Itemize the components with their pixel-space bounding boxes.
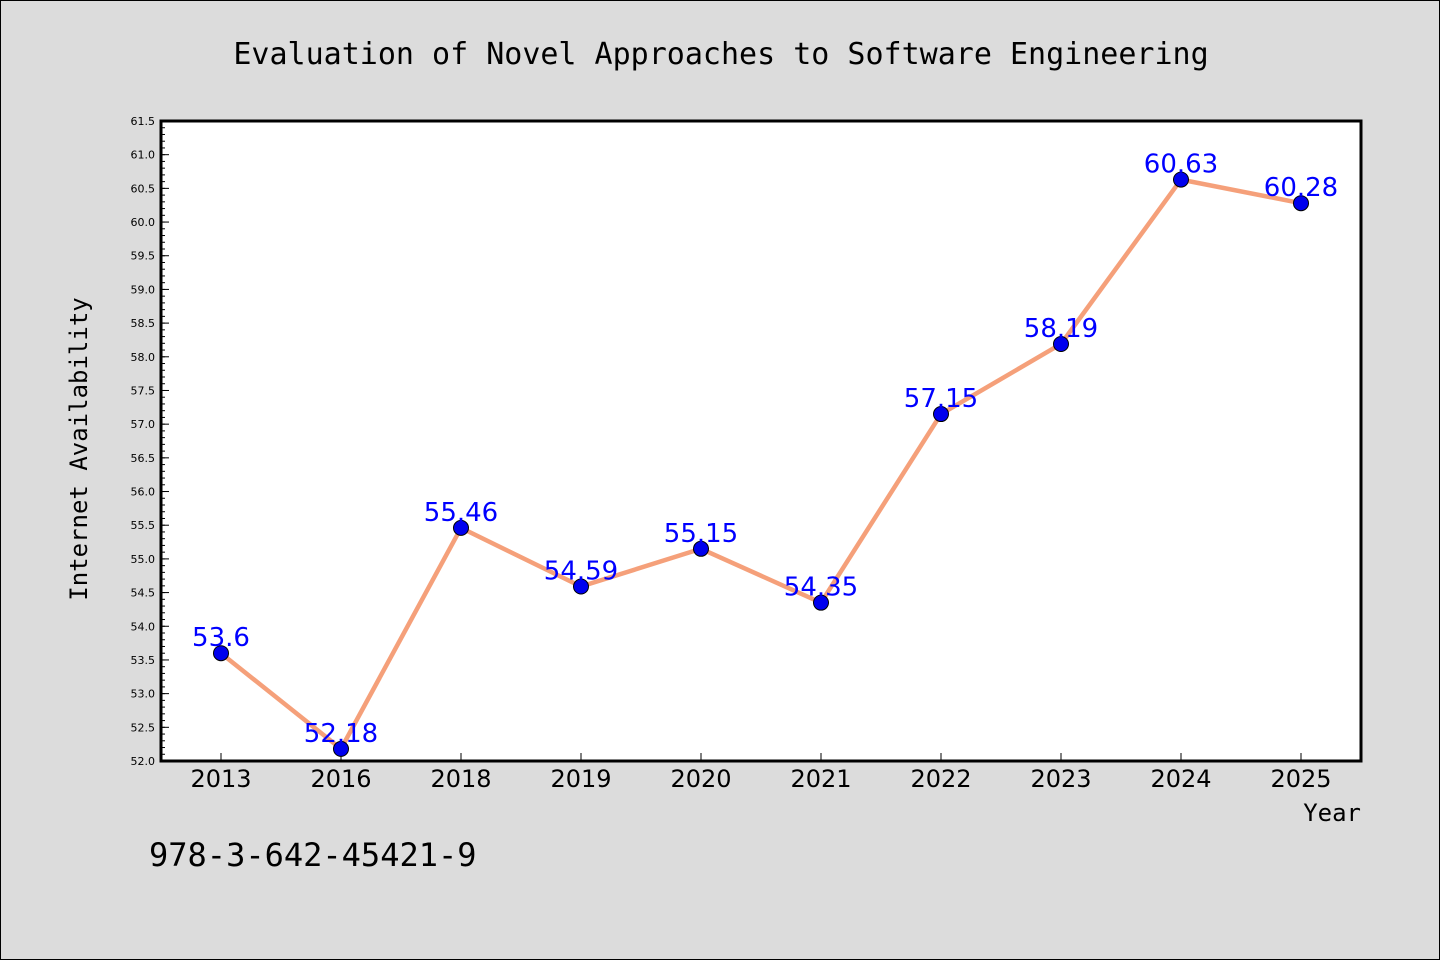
data-label: 55.15 bbox=[664, 519, 738, 549]
y-tick-label: 55.5 bbox=[131, 519, 156, 532]
x-axis: 2013 2016 2018 2019 2020 2021 2022 2023 2024 2025 bbox=[190, 753, 1332, 793]
y-tick-label: 57.5 bbox=[131, 384, 156, 397]
data-point-marker bbox=[213, 645, 229, 662]
y-tick-label: 53.0 bbox=[131, 688, 156, 701]
data-labels-group: 53.6 52.18 55.46 54.59 55.15 54.35 57.15 58.19 6… bbox=[192, 150, 1338, 749]
y-tick-label: 56.0 bbox=[131, 486, 156, 499]
data-point-marker bbox=[813, 594, 829, 611]
data-label: 55.46 bbox=[424, 498, 498, 528]
chart-title: Evaluation of Novel Approaches to Softwa… bbox=[233, 37, 1208, 72]
data-point-marker bbox=[933, 406, 949, 423]
data-point-marker bbox=[333, 740, 349, 757]
data-point-marker bbox=[573, 578, 589, 595]
data-label: 54.35 bbox=[784, 573, 858, 603]
data-point-marker bbox=[693, 540, 709, 557]
footer-code: 978-3-642-45421-9 bbox=[149, 836, 477, 874]
y-tick-label: 52.5 bbox=[131, 721, 156, 734]
y-tick-label: 54.5 bbox=[131, 587, 156, 600]
y-tick-label: 61.0 bbox=[131, 149, 156, 162]
data-label: 54.59 bbox=[544, 557, 618, 587]
data-point-marker bbox=[1293, 195, 1309, 212]
y-tick-label: 54.0 bbox=[131, 620, 156, 633]
x-tick-label: 2018 bbox=[430, 765, 491, 793]
data-label: 60.28 bbox=[1264, 173, 1338, 203]
x-tick-label: 2022 bbox=[910, 765, 971, 793]
y-tick-label: 60.0 bbox=[131, 216, 156, 229]
y-tick-label: 57.0 bbox=[131, 418, 156, 431]
data-label: 60.63 bbox=[1144, 150, 1218, 180]
y-axis: 52.0 52.5 53.0 53.5 54.0 54.5 55.0 55.5 56.0 56.5… bbox=[131, 115, 169, 768]
y-tick-label: 52.0 bbox=[131, 755, 156, 768]
x-tick-label: 2020 bbox=[670, 765, 731, 793]
x-tick-label: 2019 bbox=[550, 765, 611, 793]
x-tick-label: 2025 bbox=[1270, 765, 1331, 793]
x-tick-label: 2016 bbox=[310, 765, 371, 793]
data-label: 58.19 bbox=[1024, 314, 1098, 344]
series-line bbox=[218, 177, 1304, 752]
x-tick-label: 2023 bbox=[1030, 765, 1091, 793]
data-label: 57.15 bbox=[904, 384, 978, 414]
y-tick-label: 59.5 bbox=[131, 250, 156, 263]
markers-group bbox=[213, 171, 1309, 757]
y-axis-title: Internet Availability bbox=[65, 297, 93, 600]
y-tick-label: 61.5 bbox=[131, 115, 156, 128]
plot-frame bbox=[159, 119, 1363, 763]
x-tick-label: 2013 bbox=[190, 765, 251, 793]
x-axis-title: Year bbox=[1303, 799, 1361, 827]
data-label: 53.6 bbox=[192, 623, 250, 653]
series-line-group bbox=[218, 177, 1304, 752]
y-tick-label: 58.0 bbox=[131, 351, 156, 364]
y-tick-label: 58.5 bbox=[131, 317, 156, 330]
y-tick-label: 55.0 bbox=[131, 553, 156, 566]
x-tick-label: 2024 bbox=[1150, 765, 1211, 793]
data-point-marker bbox=[1053, 335, 1069, 352]
x-tick-label: 2021 bbox=[790, 765, 851, 793]
y-tick-label: 53.5 bbox=[131, 654, 156, 667]
data-point-marker bbox=[453, 519, 469, 536]
plot-area bbox=[161, 121, 1361, 761]
data-label: 52.18 bbox=[304, 719, 378, 749]
data-point-marker bbox=[1173, 171, 1189, 188]
y-tick-label: 56.5 bbox=[131, 452, 156, 465]
y-tick-label: 59.0 bbox=[131, 283, 156, 296]
y-tick-label: 60.5 bbox=[131, 182, 156, 195]
